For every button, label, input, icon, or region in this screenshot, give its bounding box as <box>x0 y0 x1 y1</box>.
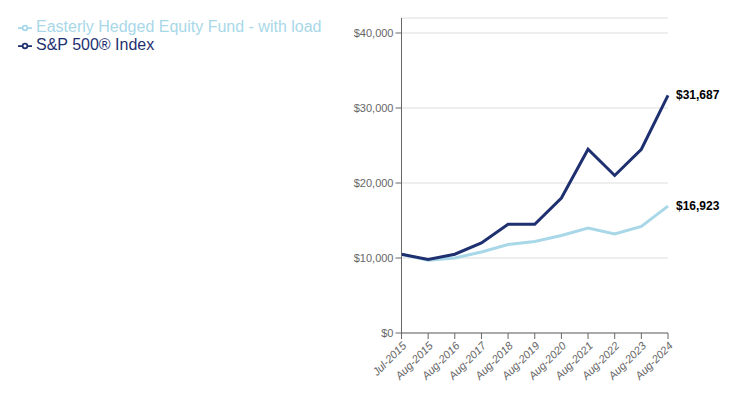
svg-text:Aug-2017: Aug-2017 <box>446 339 489 382</box>
svg-text:Aug-2015: Aug-2015 <box>392 339 436 382</box>
svg-text:$40,000: $40,000 <box>354 27 394 39</box>
svg-text:Aug-2020: Aug-2020 <box>526 339 569 382</box>
svg-text:$20,000: $20,000 <box>354 177 394 189</box>
svg-text:Aug-2021: Aug-2021 <box>552 339 595 382</box>
svg-text:Aug-2023: Aug-2023 <box>606 339 649 382</box>
svg-text:$10,000: $10,000 <box>354 252 394 264</box>
svg-text:Aug-2022: Aug-2022 <box>579 339 622 382</box>
svg-text:Jul-2015: Jul-2015 <box>370 339 409 378</box>
svg-text:Aug-2018: Aug-2018 <box>472 339 515 382</box>
svg-text:Aug-2019: Aug-2019 <box>499 339 542 382</box>
svg-text:Aug-2024: Aug-2024 <box>632 339 675 382</box>
svg-text:$31,687: $31,687 <box>676 88 720 102</box>
html-text:S&P 500® Index: S&P 500® Index <box>36 36 155 53</box>
html-text:Easterly Hedged Equity Fund -: Easterly Hedged Equity Fund - with load <box>36 18 322 35</box>
svg-text:Aug-2016: Aug-2016 <box>419 339 462 382</box>
svg-text:$16,923: $16,923 <box>676 199 720 213</box>
svg-text:$0: $0 <box>381 327 393 339</box>
svg-text:$30,000: $30,000 <box>354 102 394 114</box>
